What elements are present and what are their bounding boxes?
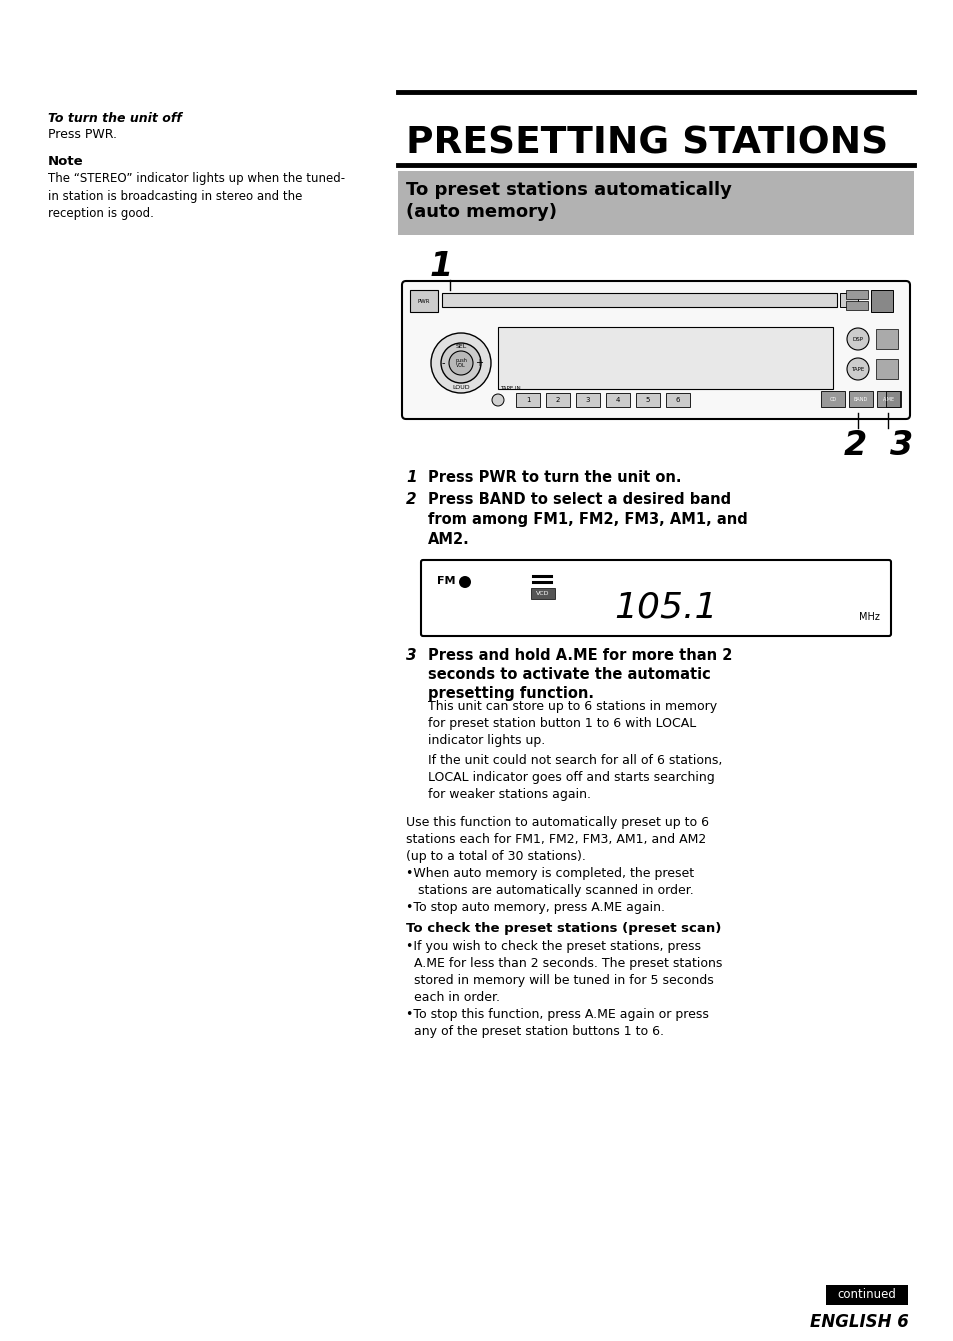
Bar (605, 393, 629, 408)
Text: 1: 1 (430, 249, 453, 283)
Text: continued: continued (837, 1289, 896, 1302)
Text: The “STEREO” indicator lights up when the tuned-
in station is broadcasting in s: The “STEREO” indicator lights up when th… (48, 172, 345, 220)
Text: To check the preset stations (preset scan): To check the preset stations (preset sca… (406, 923, 720, 935)
Bar (636, 393, 659, 408)
Bar (576, 393, 599, 408)
Text: BAND: BAND (853, 397, 867, 401)
Circle shape (431, 333, 491, 393)
Text: PWR: PWR (417, 299, 430, 303)
Text: TAPE: TAPE (850, 366, 863, 371)
Text: LOUD: LOUD (452, 385, 469, 390)
Circle shape (846, 358, 868, 380)
Text: A.ME: A.ME (882, 397, 894, 401)
Text: 105.1: 105.1 (614, 590, 717, 624)
Bar (845, 290, 867, 299)
Text: +: + (475, 358, 482, 367)
Text: TAPE IN: TAPE IN (499, 386, 520, 392)
Text: 2: 2 (406, 492, 416, 507)
Bar (875, 359, 897, 380)
Text: VCD: VCD (536, 590, 549, 595)
Text: 2: 2 (843, 429, 866, 463)
Text: 5: 5 (645, 397, 650, 404)
Bar (875, 329, 897, 349)
Text: 1: 1 (406, 469, 416, 485)
Circle shape (492, 394, 503, 406)
Bar (531, 587, 555, 599)
Bar (665, 393, 689, 408)
Circle shape (458, 577, 471, 587)
Text: MHz: MHz (858, 611, 879, 622)
Bar (870, 290, 892, 312)
Bar (885, 392, 899, 408)
Text: 1: 1 (525, 397, 530, 404)
Bar (840, 292, 857, 307)
Text: push
VOL: push VOL (455, 358, 466, 369)
Bar (876, 392, 900, 408)
Bar (825, 1285, 907, 1305)
Text: Press PWR.: Press PWR. (48, 127, 117, 141)
Text: CD: CD (828, 397, 836, 401)
Text: This unit can store up to 6 stations in memory
for preset station button 1 to 6 : This unit can store up to 6 stations in … (428, 700, 717, 747)
FancyBboxPatch shape (420, 561, 890, 636)
Text: SEL: SEL (455, 343, 466, 349)
Text: Note: Note (48, 156, 84, 168)
Circle shape (846, 329, 868, 350)
Bar (848, 392, 872, 408)
Bar (516, 393, 539, 408)
Text: (auto memory): (auto memory) (406, 202, 557, 221)
Bar (545, 393, 569, 408)
Bar (821, 392, 844, 408)
Text: 2: 2 (556, 397, 559, 404)
Circle shape (440, 343, 480, 384)
Text: DSP: DSP (852, 337, 862, 342)
Text: Press PWR to turn the unit on.: Press PWR to turn the unit on. (428, 469, 680, 485)
Text: ENGLISH 6: ENGLISH 6 (809, 1313, 908, 1332)
Text: •If you wish to check the preset stations, press
  A.ME for less than 2 seconds.: •If you wish to check the preset station… (406, 940, 721, 1038)
Text: PRESETTING STATIONS: PRESETTING STATIONS (406, 125, 887, 161)
Bar (441, 292, 836, 307)
Text: To turn the unit off: To turn the unit off (48, 113, 182, 125)
Text: Use this function to automatically preset up to 6
stations each for FM1, FM2, FM: Use this function to automatically prese… (406, 817, 708, 915)
Bar (410, 290, 437, 312)
Bar (497, 327, 832, 389)
Text: 4: 4 (616, 397, 619, 404)
Bar (397, 172, 913, 235)
Text: If the unit could not search for all of 6 stations,
LOCAL indicator goes off and: If the unit could not search for all of … (428, 754, 721, 801)
Text: -: - (441, 358, 444, 367)
Text: To preset stations automatically: To preset stations automatically (406, 181, 731, 198)
Text: 3: 3 (889, 429, 912, 463)
Text: 3: 3 (585, 397, 590, 404)
Text: Press BAND to select a desired band
from among FM1, FM2, FM3, AM1, and
AM2.: Press BAND to select a desired band from… (428, 492, 747, 547)
FancyBboxPatch shape (401, 282, 909, 418)
Text: 3: 3 (406, 648, 416, 662)
Bar (845, 300, 867, 310)
Text: FM: FM (436, 577, 455, 586)
Text: Press and hold A.ME for more than 2
seconds to activate the automatic
presetting: Press and hold A.ME for more than 2 seco… (428, 648, 732, 701)
Text: 6: 6 (675, 397, 679, 404)
Circle shape (449, 351, 473, 375)
